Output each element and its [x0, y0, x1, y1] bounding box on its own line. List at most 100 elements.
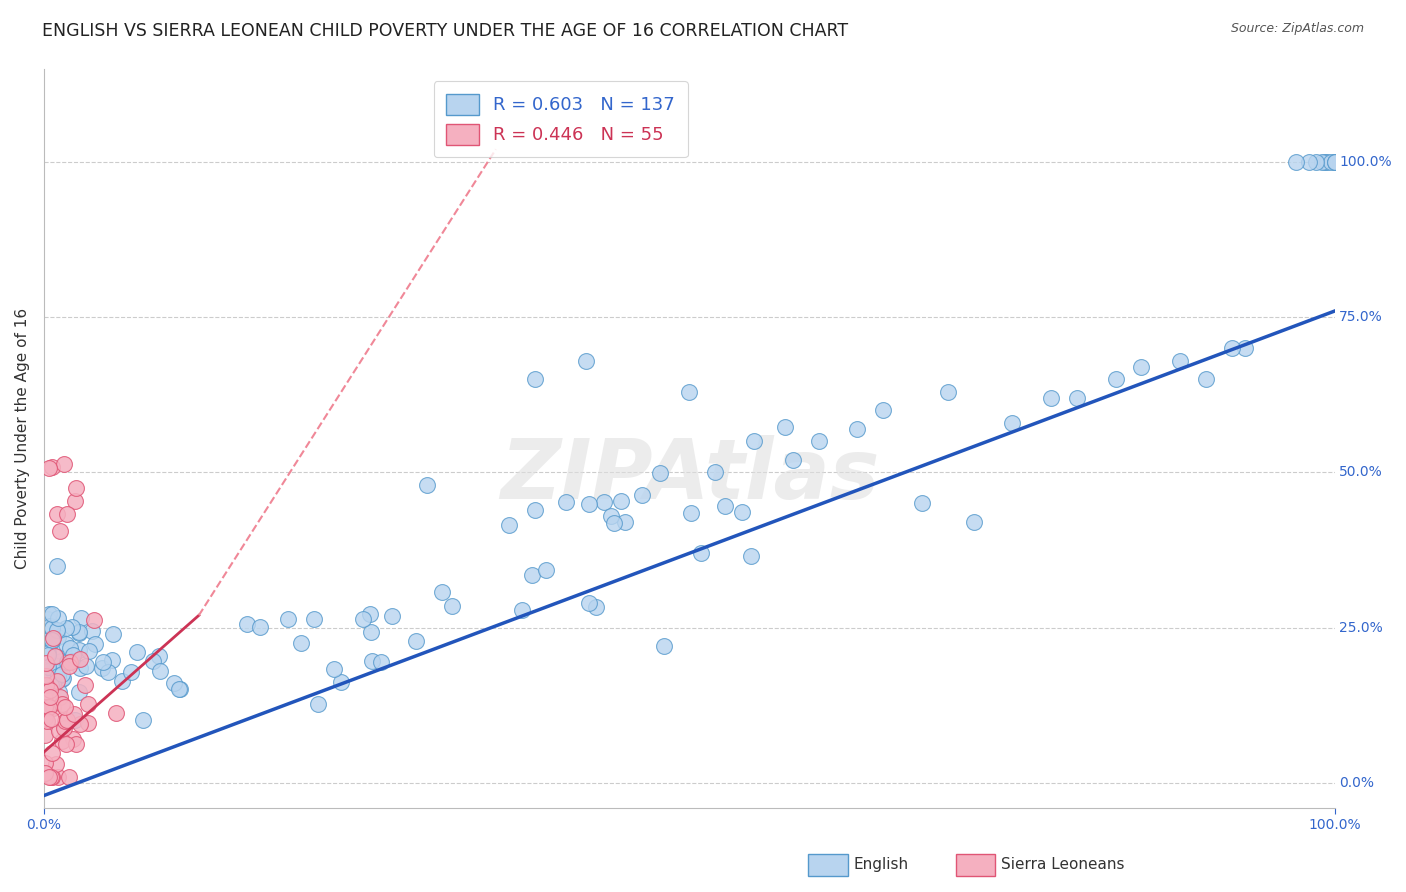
Point [97, 665, 120, 680]
Point [911, 496, 934, 510]
Point [381, 608, 404, 623]
Point [52, 671, 75, 685]
Point [46, 558, 69, 573]
Point [48, 611, 70, 625]
Point [48, 724, 70, 739]
Point [39, 619, 62, 633]
Point [1168, 353, 1191, 368]
Point [149, 664, 172, 678]
Point [63, 713, 86, 727]
Point [41, 632, 63, 646]
Point [37, 700, 59, 714]
Point [1316, 154, 1339, 169]
Point [37, 648, 59, 662]
Point [603, 516, 626, 530]
Point [41, 746, 63, 760]
Point [55, 714, 77, 729]
Text: 25.0%: 25.0% [1339, 621, 1382, 635]
Point [1040, 391, 1063, 405]
Point [69, 652, 91, 666]
Point [1305, 154, 1327, 169]
Text: Sierra Leoneans: Sierra Leoneans [1001, 857, 1125, 871]
Point [46, 623, 69, 637]
Point [101, 653, 124, 667]
Point [1104, 372, 1126, 386]
Point [1195, 372, 1218, 386]
Point [352, 612, 374, 626]
Point [52, 457, 75, 471]
Point [34, 691, 56, 706]
Point [39, 712, 62, 726]
Point [38, 632, 60, 647]
Point [38, 607, 60, 621]
Text: 100.0%: 100.0% [1339, 154, 1392, 169]
Point [361, 654, 384, 668]
Point [330, 675, 353, 690]
Point [55, 637, 77, 651]
Point [46, 770, 69, 784]
Point [60, 620, 83, 634]
Point [37, 611, 59, 625]
Point [430, 584, 453, 599]
Point [56, 507, 79, 521]
Point [360, 625, 382, 640]
Point [936, 384, 959, 399]
Point [69, 717, 91, 731]
Point [307, 697, 329, 711]
Point [120, 665, 142, 679]
Point [46, 631, 69, 645]
Point [59, 641, 82, 656]
Point [76, 716, 98, 731]
Point [37, 664, 59, 678]
Text: ENGLISH VS SIERRA LEONEAN CHILD POVERTY UNDER THE AGE OF 16 CORRELATION CHART: ENGLISH VS SIERRA LEONEAN CHILD POVERTY … [42, 22, 848, 40]
Point [35, 714, 58, 729]
Point [370, 655, 392, 669]
Point [37, 640, 59, 654]
Point [1130, 359, 1153, 374]
Point [554, 495, 576, 509]
Point [249, 620, 271, 634]
Point [67, 642, 90, 657]
Point [34, 711, 56, 725]
Point [46, 673, 69, 688]
Point [56, 714, 79, 728]
Point [60, 653, 83, 667]
Point [53, 721, 76, 735]
Point [65, 493, 87, 508]
Point [1233, 341, 1256, 355]
Point [523, 372, 546, 386]
Point [65, 481, 87, 495]
Point [872, 403, 894, 417]
Point [704, 466, 727, 480]
Point [67, 625, 90, 640]
Point [731, 505, 754, 519]
Point [41, 770, 63, 784]
Point [578, 497, 600, 511]
Point [613, 515, 636, 529]
Point [58, 659, 80, 673]
Text: 50.0%: 50.0% [1339, 466, 1382, 479]
Point [742, 434, 765, 449]
Point [405, 633, 427, 648]
Point [167, 681, 190, 696]
Point [34, 756, 56, 771]
Point [498, 517, 520, 532]
Point [1001, 416, 1024, 430]
Point [39, 678, 62, 692]
Point [65, 737, 87, 751]
Point [524, 503, 547, 517]
Text: 75.0%: 75.0% [1339, 310, 1382, 324]
Point [323, 662, 346, 676]
Point [49, 524, 72, 538]
Point [652, 640, 675, 654]
Point [63, 707, 86, 722]
Point [101, 626, 124, 640]
Point [69, 661, 91, 675]
Text: ZIPAtlas: ZIPAtlas [499, 434, 879, 516]
Point [62, 731, 84, 746]
Point [111, 673, 134, 688]
Point [163, 676, 186, 690]
Point [45, 659, 67, 673]
Point [37, 660, 59, 674]
Point [34, 766, 56, 780]
